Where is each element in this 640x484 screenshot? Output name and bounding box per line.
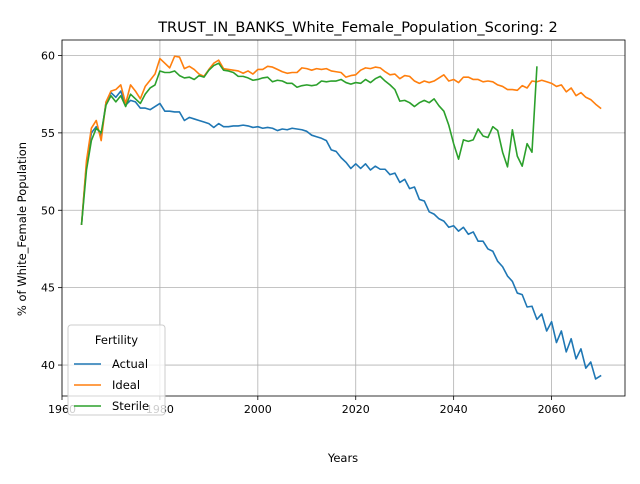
- x-tick-label: 2060: [538, 403, 566, 416]
- legend: Fertility Actual Ideal Sterile: [67, 324, 166, 416]
- y-tick-label: 40: [41, 359, 55, 372]
- x-axis-label: Years: [327, 451, 358, 465]
- y-tick-label: 50: [41, 204, 55, 217]
- series-line-ideal: [80, 55, 602, 226]
- series-line-actual: [80, 90, 602, 380]
- grid: [61, 40, 625, 396]
- y-tick-label: 45: [41, 282, 55, 295]
- x-tick-label: 2000: [244, 403, 272, 416]
- y-tick-label: 60: [41, 49, 55, 62]
- plot-frame: [61, 39, 626, 397]
- legend-title: Fertility: [95, 333, 138, 347]
- x-tick-label: 2040: [440, 403, 468, 416]
- legend-box: [67, 324, 166, 416]
- y-tick-label: 55: [41, 127, 55, 140]
- legend-label-ideal: Ideal: [112, 378, 140, 392]
- series-line-sterile: [80, 62, 538, 226]
- y-axis-ticks: 40 45 50 55 60: [41, 49, 62, 372]
- legend-label-sterile: Sterile: [112, 399, 149, 413]
- chart-title: TRUST_IN_BANKS_White_Female_Population_S…: [157, 20, 558, 36]
- legend-label-actual: Actual: [112, 357, 148, 371]
- legend-items: Actual Ideal Sterile: [74, 357, 149, 413]
- x-tick-label: 2020: [342, 403, 370, 416]
- y-axis-label: % of White_Female Population: [15, 142, 29, 316]
- series-layer: [80, 55, 602, 380]
